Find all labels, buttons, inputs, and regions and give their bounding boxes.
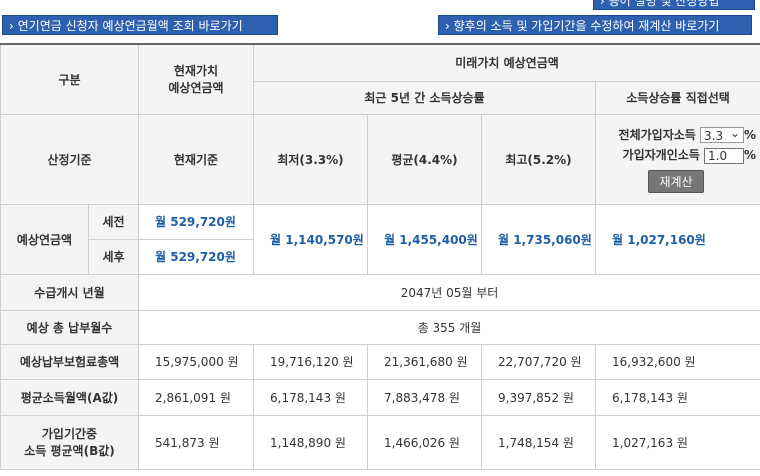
value-cell: 1,748,154 원: [481, 414, 596, 470]
row-label: 평균소득월액(A값): [0, 378, 139, 416]
personal-input[interactable]: 1.0: [704, 147, 745, 164]
label-text: 소득 평균액(B값): [24, 444, 115, 458]
amount: 월 529,720원: [138, 203, 254, 240]
label-text: 평균소득월액(A값): [20, 390, 119, 405]
value-row: 가입기간중 소득 평균액(B값) 541,873 원 1,148,890 원 1,466…: [0, 414, 760, 470]
basis-cell: 최고(5.2%): [481, 113, 596, 205]
row-label: 수급개시 년월: [0, 273, 139, 311]
header-cell: 미래가치 예상연금액: [252, 43, 760, 82]
amount: 월 1,735,060원: [481, 203, 596, 275]
basis-cell: 평균(4.4%): [367, 113, 482, 205]
value-cell: 2,861,091 원: [138, 378, 254, 416]
basis-cell: 현재기준: [138, 113, 254, 205]
row-label: 산정기준: [0, 113, 139, 205]
value-cell: 16,932,600 원: [594, 343, 760, 380]
label-text: 가입기간중: [41, 427, 98, 441]
value-cell: 7,883,478 원: [367, 378, 482, 416]
total-select[interactable]: 3.3: [700, 125, 745, 143]
row-label: 예상납부보험료총액: [0, 343, 139, 380]
basis-cell: 최저(3.3%): [253, 113, 368, 205]
control-label: 전체가입자소득: [618, 127, 696, 142]
row-label: 예상 총 납부월수: [0, 309, 139, 345]
value-cell: 1,027,163 원: [594, 414, 760, 470]
amount: 월 1,455,400원: [367, 203, 482, 275]
label-text: 예상납부보험료총액: [19, 355, 120, 369]
header-cell: 소득상승률 직접선택: [594, 80, 760, 115]
row-sublabel: 세후: [88, 238, 139, 275]
header-text: 예상연금액: [168, 81, 224, 96]
deferred-link[interactable]: 연기연금 신청자 예상연금월액 조회 바로가기: [2, 15, 278, 35]
value-row: 예상납부보험료총액 15,975,000 원 19,716,120 원 21,361,…: [0, 343, 760, 380]
link-text: 연기연금 신청자 예상연금월액 조회 바로가기: [17, 19, 243, 33]
unit: %: [744, 148, 757, 162]
header-cell: 구분: [0, 43, 139, 115]
value-cell: 9,397,852 원: [481, 378, 596, 416]
value-cell: 1,148,890 원: [253, 414, 368, 470]
value-cell: 21,361,680 원: [367, 343, 482, 380]
value-cell: 15,975,000 원: [138, 343, 254, 380]
recalc-link[interactable]: 향후의 소득 및 가입기간을 수정하여 재계산 바로가기: [438, 15, 752, 35]
start-value: 2047년 05월 부터: [137, 273, 760, 311]
row-sublabel: 세전: [88, 203, 139, 240]
row-label: 예상연금액: [0, 203, 89, 275]
link-text: 용어 설명 및 산정방법: [608, 0, 720, 8]
amount: 월 1,140,570원: [253, 203, 368, 275]
unit: %: [744, 127, 757, 142]
control-label: 가입자개인소득: [622, 148, 700, 162]
value-cell: 1,466,026 원: [367, 414, 482, 470]
header-text: 현재가치: [173, 64, 219, 79]
top-link[interactable]: 용어 설명 및 산정방법: [593, 0, 755, 10]
value-cell: 19,716,120 원: [253, 343, 368, 380]
link-text: 향후의 소득 및 가입기간을 수정하여 재계산 바로가기: [453, 19, 720, 33]
direct-cell: 전체가입자소득 3.3% 가입자개인소득 1.0% 재계산: [594, 113, 760, 205]
header-cell: 최근 5년 간 소득상승률: [253, 80, 596, 115]
amount: 월 1,027,160원: [594, 203, 760, 275]
value-cell: 6,178,143 원: [594, 378, 760, 416]
value-row: 평균소득월액(A값) 2,861,091 원 6,178,143 원 7,883,47…: [0, 378, 760, 416]
recalc-button[interactable]: 재계산: [648, 169, 704, 193]
value-rows: 예상납부보험료총액 15,975,000 원 19,716,120 원 21,361,…: [0, 343, 760, 470]
months-value: 총 355 개월: [137, 309, 760, 345]
value-cell: 6,178,143 원: [253, 378, 368, 416]
value-cell: 22,707,720 원: [481, 343, 596, 380]
value-cell: 541,873 원: [138, 414, 254, 470]
amount: 월 529,720원: [138, 238, 254, 275]
